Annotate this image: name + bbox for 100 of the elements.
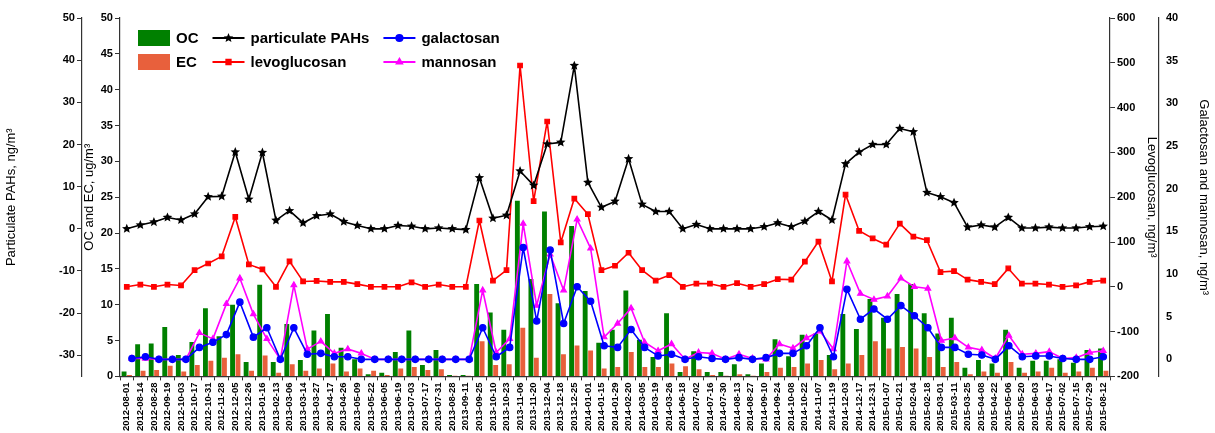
- x-tick-label: 2013-09-11: [459, 381, 471, 431]
- x-tick-label: 2015-03-11: [947, 381, 959, 431]
- x-tick-label: 2014-07-02: [689, 382, 701, 432]
- x-tick-label: 2014-12-31: [866, 381, 878, 432]
- x-tick-label: 2015-04-22: [988, 382, 1000, 432]
- x-tick-label: 2014-12-17: [852, 382, 864, 432]
- bar: [208, 360, 214, 376]
- y-tick-label: 0: [1166, 352, 1173, 365]
- legend-label: EC: [176, 53, 197, 71]
- y-tick-label: 10: [1166, 267, 1179, 280]
- bar: [230, 304, 235, 376]
- bar: [520, 327, 526, 376]
- bar: [731, 364, 737, 376]
- bar: [596, 342, 602, 376]
- x-tick-label: 2013-05-22: [364, 382, 376, 432]
- bar: [764, 372, 770, 376]
- x-tick-label: 2012-10-17: [188, 382, 200, 432]
- bar: [379, 372, 385, 376]
- x-tick-label: 2015-05-06: [1001, 382, 1013, 432]
- y-tick-label: 30: [1166, 96, 1179, 109]
- x-tick-label: 2015-06-17: [1042, 382, 1054, 432]
- bar: [528, 278, 534, 376]
- bar: [696, 369, 702, 376]
- bar: [561, 354, 566, 376]
- bar: [392, 352, 398, 376]
- x-tick-label: 2014-01-01: [581, 381, 593, 432]
- bar: [325, 314, 330, 376]
- y-tick-label: 45: [100, 46, 113, 59]
- bar: [1022, 372, 1027, 376]
- bar: [352, 359, 358, 376]
- bar: [1016, 367, 1022, 376]
- y3-tick-label: 0: [1117, 279, 1124, 292]
- bar: [311, 330, 317, 376]
- x-tick-label: 2013-11-20: [527, 382, 539, 431]
- y2-tick-label: -20: [59, 306, 75, 319]
- bar: [636, 339, 642, 376]
- x-tick-label: 2014-06-18: [676, 382, 688, 432]
- bar: [493, 364, 499, 376]
- x-tick-label: 2014-09-10: [757, 382, 769, 432]
- x-tick-label: 2015-01-07: [879, 382, 891, 432]
- bar: [954, 362, 960, 376]
- bar: [840, 314, 846, 376]
- bar: [615, 367, 621, 376]
- x-tick-label: 2014-01-15: [595, 381, 607, 432]
- bar: [818, 359, 824, 376]
- x-tick-label: 2014-11-07: [812, 382, 824, 431]
- x-tick-label: 2013-10-10: [486, 382, 498, 432]
- bar: [411, 367, 417, 376]
- x-tick-label: 2014-09-24: [771, 381, 783, 432]
- x-tick-label: 2015-05-20: [1015, 382, 1027, 432]
- bar: [262, 355, 268, 376]
- bar: [569, 225, 575, 376]
- y-tick-label: 35: [1166, 53, 1179, 66]
- bar: [121, 371, 127, 376]
- bar: [759, 363, 764, 376]
- x-tick-label: 2015-07-02: [1056, 382, 1068, 432]
- x-tick-label: 2014-08-27: [744, 382, 756, 432]
- y3-tick-label: 400: [1117, 100, 1136, 113]
- bar: [344, 371, 349, 376]
- y3-tick-label: -200: [1117, 369, 1140, 382]
- y-tick-label: 5: [1166, 309, 1173, 322]
- bar: [181, 371, 187, 376]
- bar: [316, 368, 322, 376]
- x-tick-label: 2014-01-29: [608, 382, 620, 432]
- bar: [1049, 367, 1055, 376]
- bar: [542, 211, 547, 376]
- y-tick-label: 25: [1166, 139, 1179, 152]
- y2-axis-title: Particulate PAHs, ng/m³: [3, 127, 19, 267]
- bar: [832, 369, 838, 376]
- bar: [805, 363, 811, 376]
- x-tick-label: 2012-08-01: [120, 381, 132, 432]
- x-tick-label: 2015-01-21: [893, 381, 905, 432]
- y-tick-label: 50: [100, 11, 113, 24]
- y2-tick-label: 10: [62, 179, 75, 192]
- x-tick-label: 2015-07-29: [1083, 382, 1095, 432]
- bar: [135, 344, 141, 376]
- x-tick-label: 2013-08-28: [445, 382, 457, 432]
- x-tick-label: 2015-04-08: [974, 382, 986, 432]
- x-tick-label: 2012-12-05: [228, 381, 240, 432]
- bar: [1076, 371, 1082, 376]
- bar: [962, 367, 968, 376]
- bar: [419, 364, 425, 376]
- y-tick-label: 40: [1166, 11, 1179, 24]
- x-tick-label: 2013-03-14: [296, 381, 308, 432]
- y-axis-title: Galactosan and mannosan, ng/m³: [1196, 99, 1212, 296]
- bar: [276, 372, 282, 376]
- bar: [609, 329, 615, 376]
- bar: [623, 290, 629, 376]
- bar: [221, 357, 227, 376]
- x-tick-label: 2014-07-16: [703, 382, 715, 432]
- bar: [778, 367, 783, 376]
- x-tick-label: 2014-02-20: [622, 382, 634, 432]
- x-tick-label: 2014-12-03: [839, 382, 851, 432]
- x-tick-label: 2013-05-09: [350, 382, 362, 432]
- bar: [995, 372, 1000, 376]
- x-tick-label: 2012-08-28: [147, 382, 159, 432]
- x-tick-label: 2014-11-19: [825, 382, 837, 431]
- x-tick-label: 2013-07-31: [432, 381, 444, 432]
- bar: [845, 363, 851, 376]
- y-tick-label: 10: [100, 297, 113, 310]
